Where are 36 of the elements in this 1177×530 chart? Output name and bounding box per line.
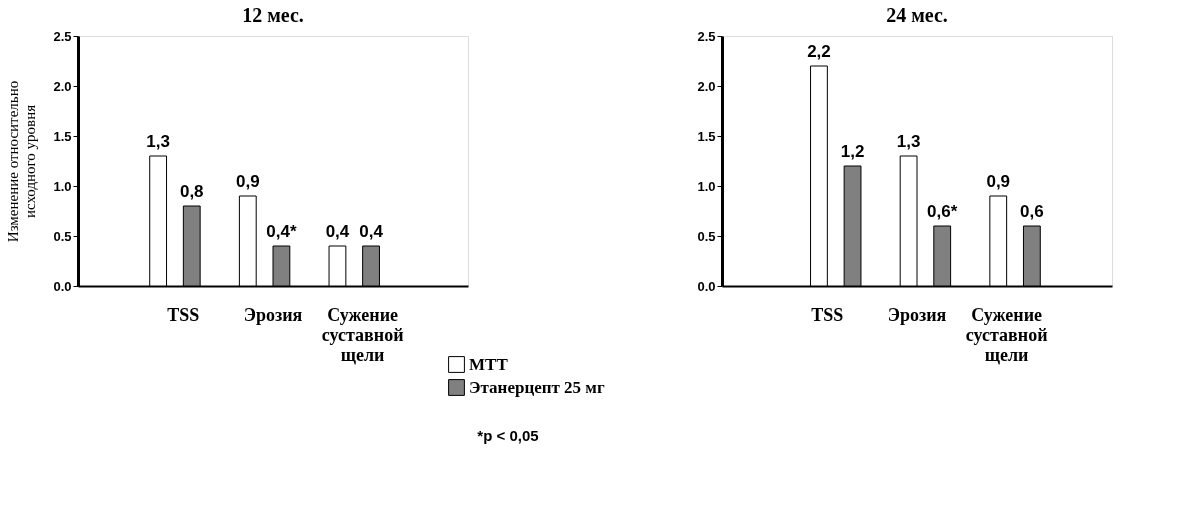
- x-tick-label: Сужение суставной щели: [965, 304, 1048, 365]
- y-tick-label: 1.5: [53, 128, 72, 144]
- data-label: 0,4*: [266, 222, 297, 241]
- data-label: 2,2: [807, 42, 831, 61]
- y-tick-label: 1.5: [697, 128, 716, 144]
- chart-title: 12 мес.: [242, 4, 304, 26]
- y-tick-label: 2.0: [53, 78, 72, 94]
- data-label: 0,8: [179, 182, 204, 201]
- data-label: 0,9: [986, 172, 1011, 191]
- data-label: 1,2: [840, 142, 865, 161]
- y-tick-label: 2.0: [697, 78, 716, 94]
- y-tick-label: 0.0: [697, 278, 716, 294]
- x-tick-label: TSS: [811, 304, 844, 325]
- data-label: 1,3: [146, 132, 170, 151]
- data-label: 0,6: [1020, 202, 1044, 221]
- y-tick-label: 1.0: [53, 178, 72, 194]
- x-tick-label: Эрозия: [243, 304, 303, 325]
- text: *p < 0,05: [477, 427, 539, 444]
- x-tick-label: Эрозия: [887, 304, 947, 325]
- data-label: 0,9: [235, 172, 260, 191]
- y-tick-label: 2.5: [53, 28, 72, 44]
- y-tick-label: 2.5: [697, 28, 716, 44]
- legend-label: Этанерцепт 25 мг: [469, 377, 605, 397]
- y-tick-label: 1.0: [697, 178, 716, 194]
- chart-title: 24 мес.: [886, 4, 948, 26]
- y-tick-label: 0.5: [53, 228, 72, 244]
- legend-label: МТТ: [469, 354, 509, 374]
- y-axis-title: Изменение относительно исходного уровня: [5, 80, 39, 243]
- y-tick-label: 0.5: [697, 228, 716, 244]
- x-tick-label: Сужение суставной щели: [321, 304, 404, 365]
- data-label: 0,6*: [927, 202, 958, 221]
- y-tick-label: 0.0: [53, 278, 72, 294]
- data-label: 0,4: [325, 222, 350, 241]
- x-tick-label: TSS: [167, 304, 200, 325]
- data-label: 0,4: [359, 222, 384, 241]
- data-label: 1,3: [896, 132, 921, 151]
